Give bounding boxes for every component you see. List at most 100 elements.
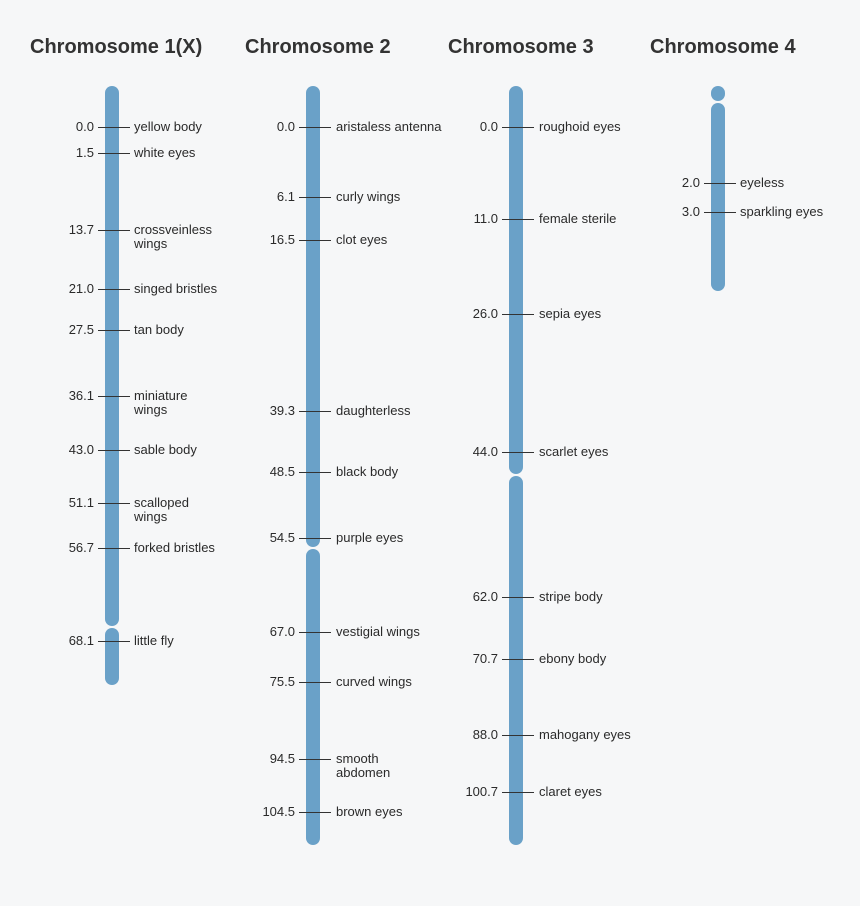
locus-position: 88.0 [472,727,498,742]
gene-label: purple eyes [336,530,404,545]
locus-position: 67.0 [269,624,295,639]
locus-position: 0.0 [479,119,498,134]
locus-position: 51.1 [68,495,94,510]
gene-label: curved wings [336,674,412,689]
gene-label: sparkling eyes [740,204,824,219]
locus-tick [98,503,130,504]
chromosome-3-title: Chromosome 3 [448,36,594,58]
locus-position: 68.1 [68,633,94,648]
locus-position: 56.7 [68,540,94,555]
locus-position: 11.0 [473,211,498,226]
locus-tick [502,597,534,598]
gene-label: brown eyes [336,804,403,819]
gene-label: scalloped wings [134,495,189,524]
locus-tick [704,183,736,184]
locus-position: 0.0 [75,119,94,134]
locus-position: 3.0 [681,204,700,219]
gene-label: female sterile [539,211,617,226]
locus-position: 44.0 [472,444,498,459]
locus-position: 39.3 [269,403,295,418]
locus-tick [299,632,331,633]
gene-label: black body [336,464,399,479]
locus-tick [98,396,130,397]
locus-tick [98,450,130,451]
gene-label: ebony body [539,651,607,666]
gene-label: curly wings [336,189,401,204]
chromosome-4-title: Chromosome 4 [650,36,796,58]
locus-tick [299,197,331,198]
locus-position: 26.0 [472,306,498,321]
locus-tick [299,240,331,241]
locus-position: 27.5 [68,322,94,337]
locus-tick [98,641,130,642]
gene-label: claret eyes [539,784,602,799]
gene-label: mahogany eyes [539,727,631,742]
gene-label: smooth abdomen [336,751,391,780]
locus-tick [299,472,331,473]
locus-position: 54.5 [269,530,295,545]
locus-tick [299,127,331,128]
gene-label: sable body [134,442,197,457]
locus-position: 100.7 [465,784,498,799]
locus-position: 75.5 [269,674,295,689]
gene-label: vestigial wings [336,624,420,639]
gene-label: white eyes [134,145,196,160]
locus-position: 48.5 [269,464,295,479]
gene-label: forked bristles [134,540,215,555]
locus-tick [98,330,130,331]
locus-tick [502,127,534,128]
chromosome-4-arm-upper [711,86,725,101]
locus-tick [299,759,331,760]
locus-position: 6.1 [276,189,295,204]
locus-tick [502,735,534,736]
chromosome-1-title: Chromosome 1(X) [30,36,203,58]
locus-tick [299,538,331,539]
gene-label: aristaless antenna [336,119,442,134]
locus-tick [98,230,130,231]
locus-position: 43.0 [68,442,94,457]
chromosome-4-arm-lower [711,103,725,291]
gene-label: crossveinless wings [134,222,213,251]
locus-tick [299,411,331,412]
locus-tick [299,682,331,683]
chromosome-2-title: Chromosome 2 [245,36,391,58]
gene-label: singed bristles [134,281,218,296]
locus-position: 16.5 [269,232,295,247]
locus-position: 0.0 [276,119,295,134]
gene-label: yellow body [134,119,202,134]
locus-tick [98,548,130,549]
locus-tick [502,659,534,660]
locus-tick [502,792,534,793]
chromosome-2-arm-lower [306,549,320,845]
locus-tick [98,289,130,290]
locus-position: 1.5 [75,145,94,160]
locus-position: 21.0 [68,281,94,296]
chromosome-1-arm-upper [105,86,119,626]
gene-label: tan body [134,322,184,337]
locus-position: 94.5 [269,751,295,766]
chromosome-3-arm-lower [509,476,523,845]
locus-tick [299,812,331,813]
gene-label: little fly [134,633,174,648]
gene-label: eyeless [740,175,785,190]
locus-tick [98,127,130,128]
locus-tick [502,452,534,453]
chromosome-2-arm-upper [306,86,320,547]
gene-label: miniature wings [134,388,188,417]
gene-label: scarlet eyes [539,444,609,459]
chromosome-1-arm-lower [105,628,119,685]
locus-tick [502,314,534,315]
locus-position: 62.0 [472,589,498,604]
chromosome-3-arm-upper [509,86,523,474]
locus-position: 2.0 [681,175,700,190]
gene-label: stripe body [539,589,603,604]
locus-position: 13.7 [68,222,94,237]
locus-tick [502,219,534,220]
locus-position: 104.5 [262,804,295,819]
locus-tick [98,153,130,154]
locus-tick [704,212,736,213]
gene-label: clot eyes [336,232,388,247]
locus-position: 36.1 [68,388,94,403]
gene-label: sepia eyes [539,306,602,321]
gene-label: daughterless [336,403,411,418]
